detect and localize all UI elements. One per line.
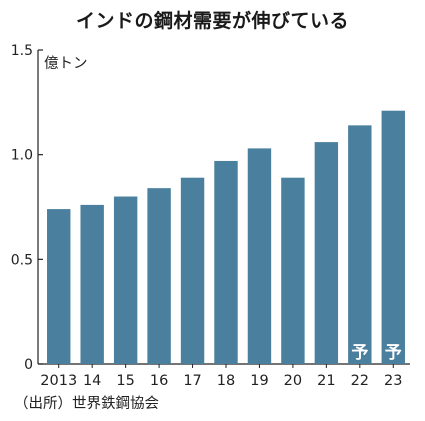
y-axis-unit-label: 億トン: [44, 56, 88, 72]
source-note: （出所）世界鉄鋼協会: [14, 396, 159, 412]
bar: [147, 188, 171, 364]
bar: [113, 196, 138, 364]
bar: [180, 177, 205, 364]
x-tick-label: 14: [83, 373, 101, 389]
y-tick-label: 1.0: [11, 148, 33, 164]
bar: [381, 110, 405, 364]
x-tick-label: 23: [384, 373, 402, 389]
bar: [80, 204, 104, 364]
y-tick-label: 0.5: [11, 252, 33, 268]
x-tick-label: 20: [284, 373, 302, 389]
x-tick-label: 21: [317, 373, 335, 389]
bar: [314, 142, 339, 364]
x-tick-label: 2013: [40, 373, 77, 389]
chart-title: インドの鋼材需要が伸びている: [75, 10, 349, 32]
y-tick-label: 1.5: [11, 43, 33, 59]
x-tick-label: 16: [150, 373, 168, 389]
x-tick-label: 19: [250, 373, 268, 389]
bar: [214, 160, 238, 364]
bar: [47, 209, 71, 364]
x-tick-label: 15: [116, 373, 134, 389]
y-tick-label: 0: [24, 357, 33, 373]
bar: [281, 177, 305, 364]
x-tick-label: 22: [351, 373, 369, 389]
bar: [247, 148, 272, 364]
x-tick-label: 18: [217, 373, 235, 389]
forecast-label: 予: [351, 343, 368, 363]
x-tick-label: 17: [183, 373, 201, 389]
bar: [348, 125, 372, 364]
forecast-label: 予: [385, 343, 402, 363]
